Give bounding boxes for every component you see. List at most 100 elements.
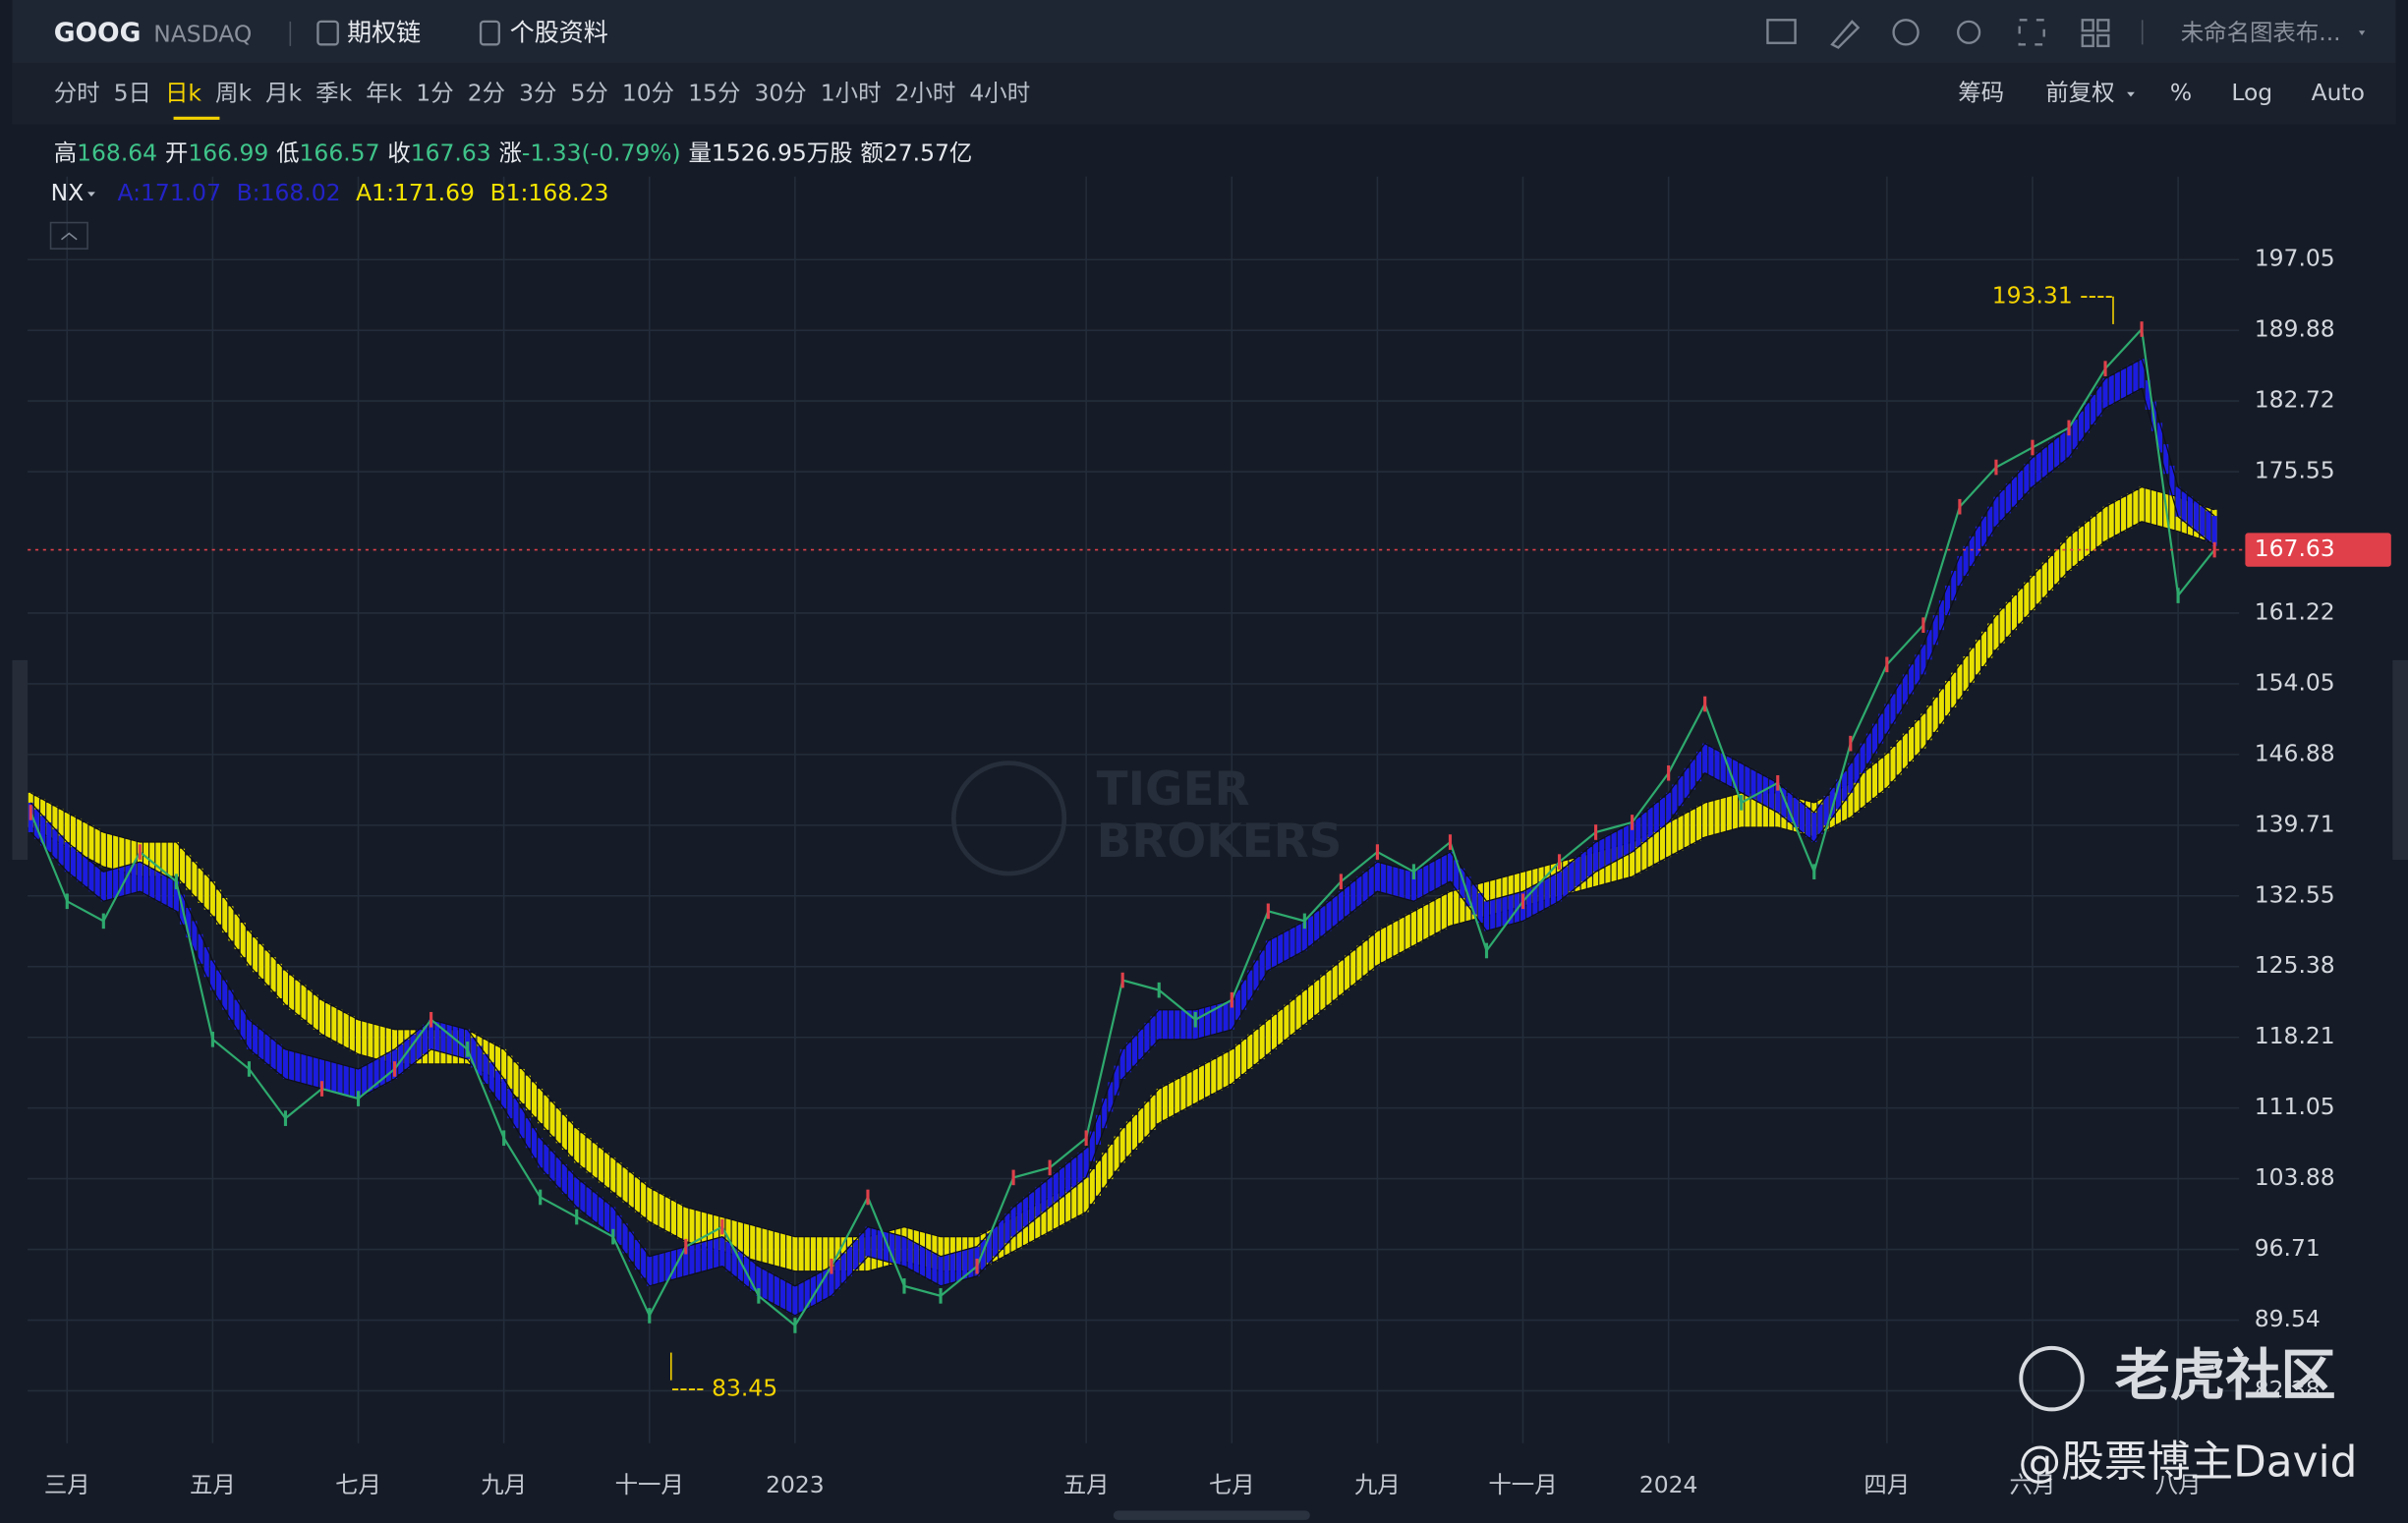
dropdown-caret	[87, 192, 95, 197]
tool-button[interactable]: 筹码	[1958, 79, 2004, 106]
period-tab[interactable]: 5日	[114, 79, 151, 106]
option-chain-link[interactable]: 期权链	[347, 18, 421, 46]
period-tab[interactable]: 日k	[165, 79, 201, 106]
icon-fullscreen[interactable]	[2018, 19, 2045, 46]
tool-button[interactable]: Log	[2231, 79, 2272, 106]
period-tab[interactable]: 周k	[215, 79, 252, 106]
y-tick-label: 161.22	[2255, 597, 2335, 625]
x-tick-label: 九月	[1354, 1471, 1401, 1498]
period-tab[interactable]: 2分	[468, 79, 505, 106]
quote-label: 涨	[498, 139, 521, 166]
quote-value: 27.57亿	[884, 139, 972, 166]
option-icon	[316, 20, 339, 46]
period-tab[interactable]: 季k	[315, 79, 352, 106]
y-tick-label: 111.05	[2255, 1093, 2335, 1120]
watermark-brand: TIGER	[1097, 762, 1250, 817]
quote-label: 高	[54, 139, 77, 166]
period-tab[interactable]: 15分	[688, 79, 740, 106]
top-toolbar	[12, 0, 2396, 64]
dropdown-caret	[2127, 91, 2135, 97]
y-tick-label: 139.71	[2255, 810, 2335, 837]
quote-label: 额	[860, 139, 883, 166]
period-tab[interactable]: 5分	[570, 79, 607, 106]
fast-band-edge	[29, 387, 2215, 1317]
period-bar	[12, 63, 2396, 125]
annotation-label: 193.31 ----	[1992, 281, 2113, 309]
collapse-button[interactable]	[49, 221, 88, 250]
period-tab[interactable]: 4小时	[969, 79, 1030, 106]
x-tick-label: 七月	[335, 1471, 381, 1498]
y-tick-label: 118.21	[2255, 1022, 2335, 1049]
icon-indicator[interactable]	[1766, 19, 1797, 44]
right-handle[interactable]	[2392, 659, 2408, 860]
period-tab[interactable]: 1分	[416, 79, 453, 106]
x-tick-label: 2023	[766, 1471, 825, 1498]
period-tab[interactable]: 分时	[54, 79, 100, 106]
last-price-label: 167.63	[2255, 535, 2335, 562]
icon-layout[interactable]	[2096, 19, 2110, 32]
x-tick-label: 七月	[1209, 1471, 1255, 1498]
y-tick-label: 82.38	[2255, 1376, 2321, 1403]
period-tab[interactable]: 月k	[265, 79, 302, 106]
icon-refresh[interactable]	[1892, 19, 1920, 46]
quote-value: 168.64	[77, 139, 157, 166]
period-tab[interactable]: 3分	[519, 79, 556, 106]
period-tabs: 分时 5日 日k 周k 月k 季k 年k 1分 2分 3分 5分 10分 15分 30分 1小时 2小时 4小时	[54, 79, 1030, 106]
quote-label: 收	[387, 139, 410, 166]
toolbar-icons	[1766, 19, 2144, 49]
x-tick-label: 五月	[1063, 1471, 1110, 1498]
quote-value: 166.99	[188, 139, 268, 166]
y-tick-label: 197.05	[2255, 245, 2335, 272]
tool-button[interactable]: 前复权	[2045, 79, 2114, 106]
y-tick-label: 89.54	[2255, 1305, 2321, 1332]
indicator-value: A1:171.69	[356, 178, 475, 205]
layout-name[interactable]: 未命名图表布...	[2181, 19, 2341, 46]
exchange: NASDAQ	[153, 20, 252, 47]
author-watermark: @股票博主David	[2018, 1438, 2357, 1488]
collapse-arrow	[61, 232, 78, 241]
icon-layout[interactable]	[2096, 33, 2110, 48]
icon-settings[interactable]	[1957, 20, 1981, 44]
annotation-label: ---- 83.45	[671, 1375, 777, 1402]
indicator-value: A:171.07	[118, 178, 221, 205]
watermark-brand: BROKERS	[1097, 815, 1343, 869]
scrollbar[interactable]	[1113, 1510, 1310, 1520]
quote-value: 167.63	[411, 139, 491, 166]
symbol[interactable]: GOOG	[54, 18, 142, 48]
x-tick-label: 三月	[44, 1471, 90, 1498]
profile-link[interactable]: 个股资料	[510, 18, 608, 46]
community-watermark: 老虎社区	[2115, 1344, 2336, 1408]
y-tick-label: 125.38	[2255, 951, 2335, 979]
chart-tools: 筹码 前复权% Log Auto	[1958, 79, 2365, 106]
x-tick-label: 四月	[1863, 1471, 1910, 1498]
period-tab[interactable]: 年k	[366, 79, 402, 106]
icon-draw[interactable]	[1830, 20, 1861, 49]
y-tick-label: 154.05	[2255, 668, 2335, 696]
tool-button[interactable]: Auto	[2312, 79, 2365, 106]
y-tick-label: 189.88	[2255, 315, 2335, 343]
y-tick-label: 96.71	[2255, 1234, 2321, 1262]
period-tab[interactable]: 10分	[622, 79, 674, 106]
quote-value: 166.57	[300, 139, 380, 166]
quote-value: -1.33(-0.79%)	[522, 139, 681, 166]
tool-button[interactable]: %	[2170, 79, 2192, 106]
quote-label: 量	[688, 139, 711, 166]
y-tick-label: 146.88	[2255, 739, 2335, 766]
icon-layout[interactable]	[2081, 19, 2094, 32]
period-tab[interactable]: 30分	[754, 79, 806, 106]
period-tab[interactable]: 2小时	[895, 79, 956, 106]
left-handle[interactable]	[12, 659, 29, 860]
x-tick-label: 九月	[481, 1471, 527, 1498]
fast-band-edge	[29, 358, 2215, 1287]
y-tick-label: 103.88	[2255, 1163, 2335, 1191]
period-tab[interactable]: 1小时	[821, 79, 882, 106]
x-tick-label: 十一月	[1488, 1471, 1557, 1498]
indicator-line: NX A:171.07 B:168.02 A1:171.69 B1:168.23	[51, 178, 609, 205]
x-tick-label: 2024	[1639, 1471, 1698, 1498]
icon-layout[interactable]	[2081, 33, 2094, 48]
dropdown-caret	[2359, 30, 2366, 35]
